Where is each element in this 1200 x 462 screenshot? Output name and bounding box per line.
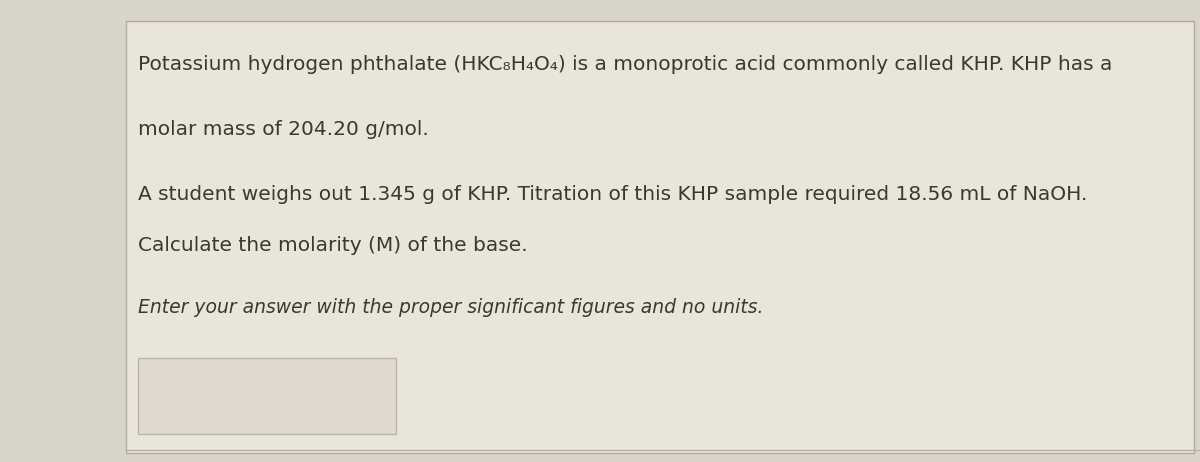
Text: Potassium hydrogen phthalate (HKC₈H₄O₄) is a monoprotic acid commonly called KHP: Potassium hydrogen phthalate (HKC₈H₄O₄) …	[138, 55, 1112, 74]
Text: A student weighs out 1.345 g of KHP. Titration of this KHP sample required 18.56: A student weighs out 1.345 g of KHP. Tit…	[138, 185, 1087, 204]
Text: molar mass of 204.20 g/mol.: molar mass of 204.20 g/mol.	[138, 120, 428, 139]
Text: Calculate the molarity (M) of the base.: Calculate the molarity (M) of the base.	[138, 236, 528, 255]
Bar	[126, 21, 1194, 453]
Text: Enter your answer with the proper significant figures and no units.: Enter your answer with the proper signif…	[138, 298, 763, 317]
Bar	[138, 358, 396, 434]
